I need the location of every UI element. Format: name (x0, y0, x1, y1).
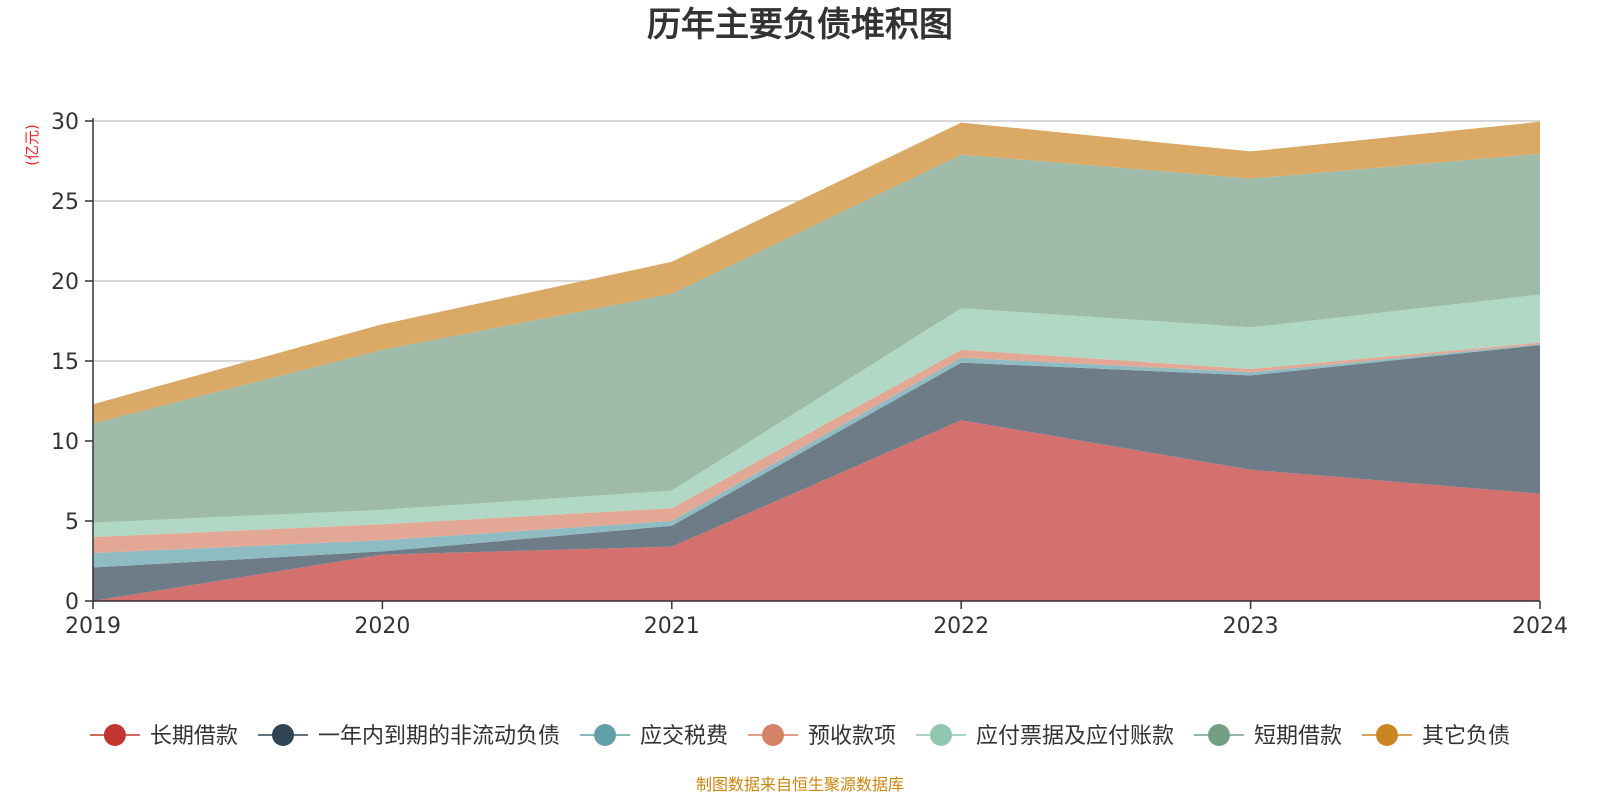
x-tick-label: 2022 (933, 614, 989, 639)
legend-item-5: 应付票据及应付账款 (916, 724, 1174, 749)
legend-label: 长期借款 (150, 724, 238, 749)
legend-item-2: 一年内到期的非流动负债 (258, 724, 560, 749)
legend-label: 应交税费 (640, 724, 728, 749)
area-series-5 (93, 294, 1540, 537)
axes: 0 5 10 15 20 25 30 2019 2020 2021 2022 2023 2024 (51, 110, 1568, 639)
legend-label: 预收款项 (808, 724, 896, 749)
legend-label: 其它负债 (1422, 724, 1510, 749)
data-point (1250, 151, 1251, 152)
y-tick-label: 30 (51, 110, 79, 135)
area-series-1 (93, 420, 1540, 601)
x-tick-label: 2021 (644, 614, 700, 639)
y-tick-label: 20 (51, 270, 79, 295)
legend: 长期借款 一年内到期的非流动负债 应交税费 预收款项 应付票据及应付账款 短期借款 其它负债 (89, 724, 1510, 749)
x-tick-label: 2024 (1512, 614, 1568, 639)
data-source-note: 制图数据来自恒生聚源数据库 (696, 775, 904, 794)
data-point (671, 261, 672, 262)
y-tick-label: 25 (51, 190, 79, 215)
legend-marker (103, 724, 126, 746)
y-tick-label: 0 (65, 590, 79, 615)
legend-marker (594, 724, 616, 746)
data-point (961, 122, 962, 123)
legend-marker (930, 724, 952, 746)
x-tick-label: 2019 (65, 614, 121, 639)
data-point (1540, 121, 1541, 122)
legend-label: 一年内到期的非流动负债 (318, 724, 560, 749)
y-tick-label: 10 (51, 430, 79, 455)
legend-item-1: 长期借款 (89, 724, 238, 749)
legend-marker (1376, 724, 1398, 746)
area-series (93, 121, 1541, 601)
area-series-6 (93, 153, 1540, 523)
area-series-2 (93, 345, 1540, 601)
legend-item-6: 短期借款 (1194, 724, 1342, 749)
legend-label: 应付票据及应付账款 (976, 724, 1174, 749)
y-tick-label: 5 (65, 510, 79, 535)
area-series-7 (93, 121, 1540, 424)
legend-marker (272, 724, 294, 746)
y-tick-label: 15 (51, 350, 79, 375)
x-tick-label: 2023 (1223, 614, 1279, 639)
legend-item-3: 应交税费 (580, 724, 728, 749)
legend-marker (762, 724, 784, 746)
chart-title: 历年主要负债堆积图 (647, 5, 953, 45)
legend-item-4: 预收款项 (748, 724, 896, 749)
area-series-4 (93, 342, 1540, 553)
legend-label: 短期借款 (1254, 724, 1342, 749)
x-tick-label: 2020 (354, 614, 410, 639)
data-point (382, 324, 383, 325)
legend-marker (1208, 724, 1230, 746)
y-axis-unit: (亿元) (23, 124, 41, 166)
legend-item-7: 其它负债 (1362, 724, 1510, 749)
